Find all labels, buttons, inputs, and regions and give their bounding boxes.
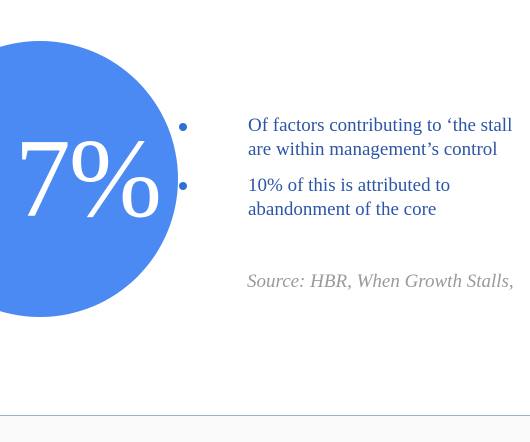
footer-band — [0, 416, 530, 442]
bullet-1-line-2: are within management’s control — [248, 139, 498, 160]
stat-circle: 7% — [0, 41, 178, 317]
big-stat-value: 7% — [14, 117, 162, 241]
bullet-dot-icon — [179, 123, 187, 131]
source-citation: Source: HBR, When Growth Stalls, — [247, 271, 514, 292]
bullet-2-line-2: abandonment of the core — [248, 199, 437, 220]
footer-divider — [0, 415, 530, 416]
bullet-1-line-1: Of factors contributing to ‘the stall — [248, 115, 513, 136]
bullet-dot-icon — [179, 182, 187, 190]
bullet-2-line-1: 10% of this is attributed to — [248, 175, 451, 196]
